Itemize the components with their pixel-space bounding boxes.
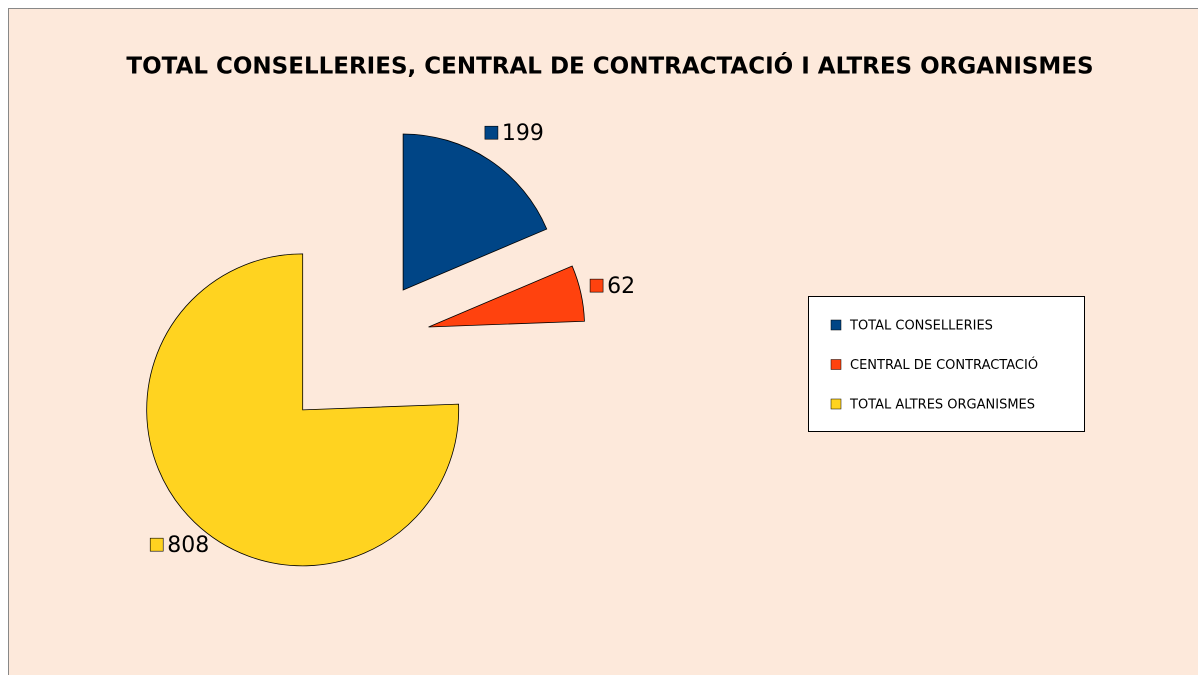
legend-box (808, 296, 1085, 432)
legend-key (830, 398, 842, 410)
chart-title: TOTAL CONSELLERIES, CENTRAL DE CONTRACTA… (126, 52, 1093, 80)
legend-label: CENTRAL DE CONTRACTACIÓ (850, 357, 1038, 373)
data-label: 808 (167, 533, 209, 558)
legend-key (830, 359, 842, 370)
legend-label: TOTAL ALTRES ORGANISMES (849, 398, 1035, 413)
legend-label: TOTAL CONSELLERIES (849, 319, 993, 334)
pie-slice (428, 265, 585, 328)
pie-slice (146, 253, 460, 567)
data-label: 199 (502, 121, 544, 146)
pie-slice (402, 133, 548, 291)
legend-key (830, 319, 842, 331)
data-label-key (149, 537, 164, 552)
data-label: 62 (607, 274, 635, 299)
data-label-key (484, 125, 499, 140)
data-label-key (589, 278, 604, 293)
